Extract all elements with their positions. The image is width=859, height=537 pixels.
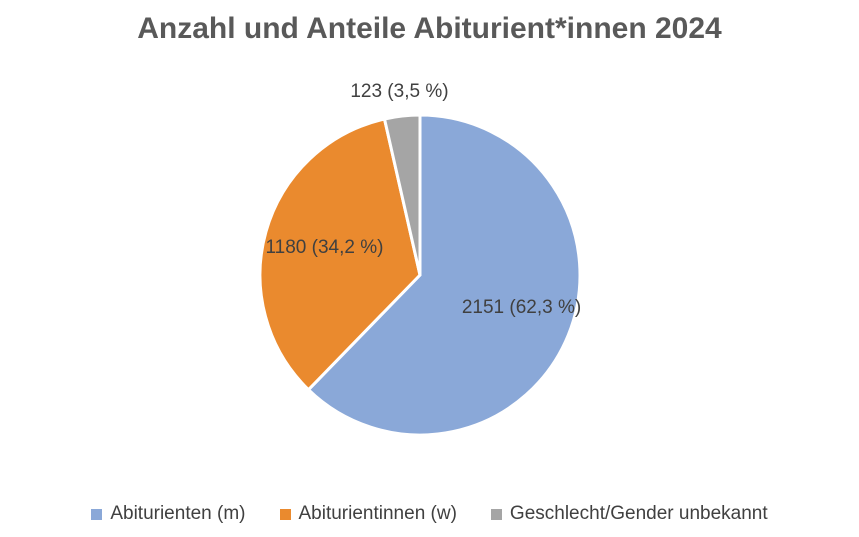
pie-slice-unknown [382,113,422,277]
data-label-female: 1180 (34,2 %) [266,237,384,258]
data-label-unknown: 123 (3,5 %) [350,81,448,102]
pie-slice-female [258,117,422,392]
legend-item-unknown: Geschlecht/Gender unbekannt [490,503,768,525]
legend-label-female: Abiturientinnen (w) [298,503,457,524]
legend-swatch-female [279,508,291,520]
legend-swatch-unknown [490,508,502,520]
legend-label-male: Abiturienten (m) [110,503,246,524]
chart-legend: Abiturienten (m) Abiturientinnen (w) Ges… [0,503,859,525]
data-label-male: 2151 (62,3 %) [462,297,581,318]
pie-data-labels: 2151 (62,3 %) 1180 (34,2 %) 123 (3,5 %) [266,81,582,318]
legend-item-female: Abiturientinnen (w) [279,503,457,525]
chart-title: Anzahl und Anteile Abiturient*innen 2024 [137,12,722,45]
pie-slice-male [306,113,582,437]
pie-slices [258,113,582,437]
legend-label-unknown: Geschlecht/Gender unbekannt [509,503,768,524]
legend-item-male: Abiturienten (m) [91,503,246,525]
legend-swatch-male [91,508,103,520]
